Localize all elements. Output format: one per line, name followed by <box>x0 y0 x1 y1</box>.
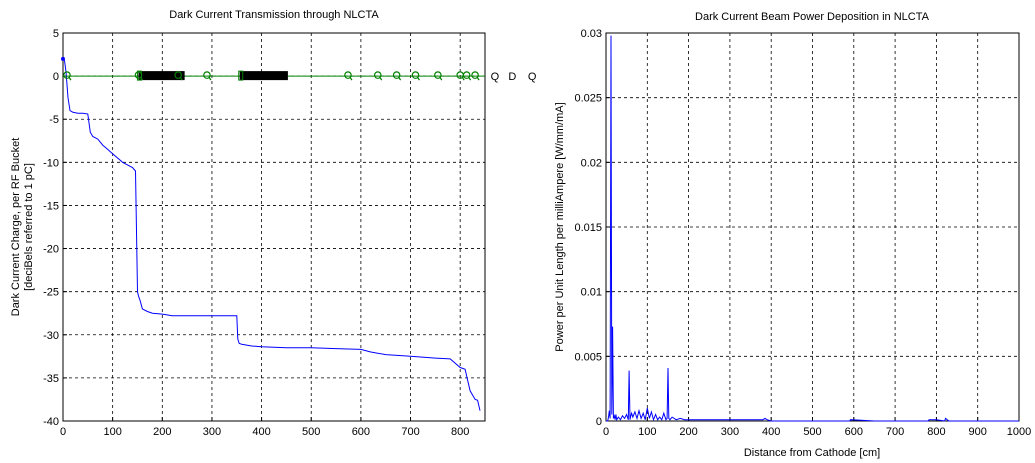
y-tick-label: 0 <box>596 416 602 428</box>
transmission-chart: 0 100 200 300 400 500 600 700 800 -40 -35 -30 -25 -20… <box>10 9 537 438</box>
element-label: Q <box>528 71 537 83</box>
x-tick-label: 1000 <box>1007 426 1031 438</box>
x-tick-label: 0 <box>60 426 66 438</box>
transmission-ticks: 0 100 200 300 400 500 600 700 800 -40 -35 -30 -25 -20… <box>43 28 469 438</box>
y-tick-label: -20 <box>43 244 59 256</box>
y-tick-label: -25 <box>43 287 59 299</box>
element-marker <box>373 71 382 79</box>
element-marker <box>203 71 211 79</box>
element-marker <box>134 71 143 79</box>
dense-element-band <box>239 71 288 81</box>
x-tick-label: 700 <box>401 426 419 438</box>
element-marker-tail <box>461 76 465 81</box>
x-tick-label: 300 <box>203 426 221 438</box>
y-tick-label: -30 <box>43 330 59 342</box>
power-deposition-series <box>606 35 1019 422</box>
transmission-plot-area <box>62 32 486 422</box>
x-tick-label: 200 <box>153 426 171 438</box>
element-marker <box>411 71 420 79</box>
element-marker <box>344 71 352 79</box>
y-tick-label: 0.005 <box>574 351 602 363</box>
y-tick-label: -40 <box>43 416 59 428</box>
x-tick-label: 600 <box>352 426 370 438</box>
element-marker <box>63 71 71 79</box>
element-marker-tail <box>208 76 212 81</box>
element-marker <box>471 71 479 79</box>
power-deposition-xlabel: Distance from Cathode [cm] <box>744 447 880 459</box>
power-deposition-title: Dark Current Beam Power Deposition in NL… <box>695 11 930 23</box>
element-marker-tail <box>398 76 402 81</box>
transmission-ylabel-units: [deciBels referred to 1 pC] <box>23 163 35 291</box>
x-tick-label: 0 <box>603 426 609 438</box>
x-tick-label: 100 <box>638 426 656 438</box>
series-start-point <box>61 56 65 61</box>
x-tick-label: 600 <box>845 426 863 438</box>
y-tick-label: 0.015 <box>574 222 602 234</box>
transmission-title: Dark Current Transmission through NLCTA <box>169 9 379 21</box>
element-marker-tail <box>68 76 72 81</box>
y-tick-label: 0.03 <box>581 28 602 40</box>
element-marker <box>392 71 401 79</box>
dense-band-edge-marker <box>238 70 244 81</box>
x-tick-label: 200 <box>679 426 697 438</box>
y-tick-label: 0.025 <box>574 93 602 105</box>
series-line-0 <box>62 58 481 411</box>
y-tick-label: 0.01 <box>581 287 602 299</box>
element-marker-tail <box>468 76 472 81</box>
element-marker-tail <box>179 76 183 81</box>
element-marker-tail <box>139 76 143 81</box>
x-tick-label: 400 <box>252 426 270 438</box>
y-tick-label: 0.02 <box>581 157 602 169</box>
x-tick-label: 400 <box>762 426 780 438</box>
element-marker <box>434 71 442 79</box>
element-marker <box>174 71 182 79</box>
element-marker-tail <box>439 76 443 81</box>
power-deposition-ticks: 0 100 200 300 400 500 600 700 800 900 1000 0 0.005 0.… <box>574 28 1031 438</box>
y-tick-label: -15 <box>43 200 59 212</box>
transmission-ylabel: Dark Current Charge, per RF Bucket <box>10 138 22 317</box>
x-tick-label: 500 <box>803 426 821 438</box>
y-tick-label: -35 <box>43 373 59 385</box>
y-tick-label: -10 <box>43 157 59 169</box>
power-deposition-chart: 0 100 200 300 400 500 600 700 800 900 1000 0 0.005 0.… <box>554 11 1031 459</box>
x-tick-label: 800 <box>927 426 945 438</box>
x-tick-label: 800 <box>451 426 469 438</box>
element-marker-tail <box>379 76 383 81</box>
element-marker-tail <box>476 76 480 81</box>
element-label: Q <box>491 71 500 83</box>
element-marker-tail <box>349 76 353 81</box>
element-marker-tail <box>416 76 420 81</box>
x-tick-label: 500 <box>302 426 320 438</box>
y-tick-label: -5 <box>49 114 59 126</box>
series-line-0 <box>606 35 1019 422</box>
power-deposition-ylabel: Power per Unit Length per milliAmpere [W… <box>554 102 566 351</box>
y-tick-label: 0 <box>53 71 59 83</box>
element-marker <box>462 71 471 79</box>
x-tick-label: 900 <box>969 426 987 438</box>
x-tick-label: 700 <box>886 426 904 438</box>
y-tick-label: 5 <box>53 28 59 40</box>
element-label: D <box>508 71 516 83</box>
x-tick-label: 300 <box>721 426 739 438</box>
dense-element-band <box>138 71 185 81</box>
x-tick-label: 100 <box>103 426 121 438</box>
power-deposition-grid <box>606 33 1019 421</box>
